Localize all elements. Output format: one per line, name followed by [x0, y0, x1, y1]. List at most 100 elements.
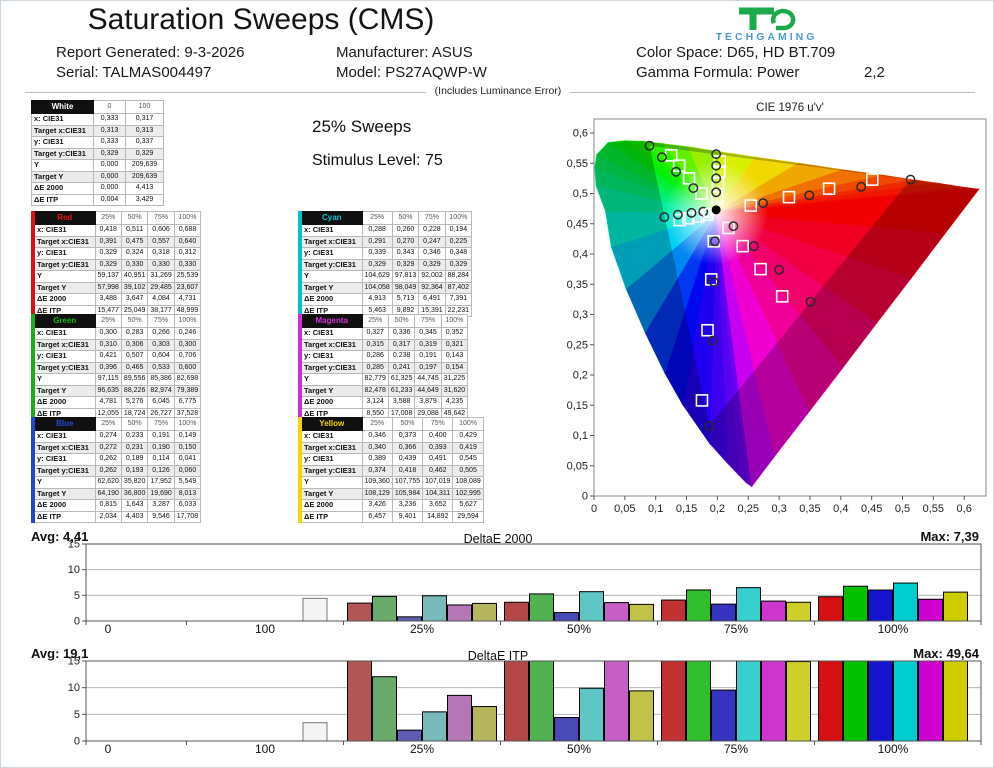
measured-point — [709, 236, 720, 247]
cie-y-tick: 0,1 — [573, 430, 588, 442]
bar-y-tick: 10 — [68, 682, 80, 694]
bar-x-label: 100% — [878, 622, 909, 636]
deltae-bar — [711, 689, 736, 742]
measured-point — [659, 212, 670, 223]
manufacturer: Manufacturer: ASUS — [336, 44, 473, 61]
white-table: White 0 100 x: CIE31 0,333 0,317 Target x:CIE3… — [31, 100, 164, 206]
yellow-table: Yellow 25% 50% 75% 100% x: CIE31 0,346 0,373 0,4… — [298, 417, 484, 523]
deitp-chart: 0 5 10 15 0 100 25% 50% 75% 100% — [68, 656, 982, 756]
luminance-note: (Includes Luminance Error) — [1, 85, 993, 97]
cie-y-tick: 0,55 — [567, 158, 588, 170]
measured-point — [708, 276, 719, 287]
bar-x-label: 50% — [567, 622, 591, 636]
table-row: Target x:CIE31 0,272 0,231 0,190 0,150 — [32, 441, 202, 454]
measured-point — [758, 198, 769, 209]
table-row: y: CIE31 0,286 0,238 0,191 0,143 — [299, 350, 469, 363]
green-table: Green 25% 50% 75% 100% x: CIE31 0,300 0,283 0,26… — [31, 314, 202, 420]
column-header: 50% — [120, 211, 149, 225]
deltae-bar — [447, 694, 472, 742]
measured-point — [688, 183, 699, 194]
target-point — [672, 159, 686, 172]
deltae-bar — [843, 585, 868, 622]
deltae-bar — [504, 660, 529, 742]
table-row: Target x:CIE31 0,313 0,313 — [31, 124, 164, 137]
table-row: y: CIE31 0,333 0,337 — [31, 136, 164, 149]
bar-y-tick: 0 — [74, 616, 80, 628]
cie-y-tick: 0,2 — [573, 370, 588, 382]
cie-1976-chart: CIE 1976 u'v' 0 0,05 0,1 0,15 0,2 0,25 0,3 0,35 0… — [567, 102, 987, 515]
bar-x-label: 75% — [724, 742, 748, 756]
table-row: y: CIE31 0,339 0,343 0,346 0,348 — [299, 247, 473, 260]
deltae-bar — [472, 602, 497, 622]
measured-point — [656, 152, 667, 163]
table-row: Y 109,360 107,755 107,019 108,089 — [299, 476, 484, 489]
column-header: 100% — [444, 211, 473, 225]
column-header: 50% — [391, 417, 424, 431]
deltae-bar — [943, 591, 968, 622]
table-row: y: CIE31 0,421 0,507 0,604 0,706 — [32, 350, 202, 363]
bar-x-label: 25% — [410, 622, 434, 636]
table-row: Y 104,629 97,813 92,002 88,284 — [299, 270, 473, 283]
column-header: 25% — [94, 314, 122, 328]
sweeps-heading: 25% Sweeps — [312, 117, 412, 136]
table-row: ΔE 2000 0,000 4,413 — [31, 182, 164, 195]
deltae-bar — [397, 616, 422, 622]
column-header: 75% — [147, 211, 175, 225]
measured-point — [711, 149, 722, 160]
deltae-bar — [529, 660, 554, 742]
bar-x-label: 0 — [105, 622, 112, 636]
table-row: Target y:CIE31 0,329 0,329 — [31, 147, 164, 160]
target-point — [682, 212, 695, 225]
measured-point — [804, 190, 815, 201]
table-row: ΔE 2000 3,426 3,236 3,652 5,627 — [299, 499, 484, 512]
table-row: Y 0,000 209,639 — [31, 159, 164, 172]
measured-point — [728, 221, 739, 232]
bar-y-tick: 15 — [68, 656, 80, 668]
bar-x-label: 50% — [567, 742, 591, 756]
de2000-title: DeltaE 2000 — [463, 532, 533, 546]
bar-plot-border — [85, 660, 982, 742]
column-header: 75% — [414, 314, 442, 328]
brand-name: TECHGAMING — [715, 31, 818, 43]
table-row: Target x:CIE31 0,310 0,306 0,303 0,300 — [32, 338, 202, 351]
table-row: ΔE 2000 0,815 1,643 3,287 6,033 — [32, 499, 202, 512]
deltae-bar — [579, 591, 604, 622]
measured-point — [711, 160, 722, 171]
target-point — [695, 394, 709, 407]
measured-point — [672, 209, 683, 220]
cie-x-tick: 0,05 — [614, 503, 635, 515]
cie-y-tick: 0,4 — [573, 249, 588, 261]
white-target-point — [702, 207, 713, 218]
deltae-bar — [686, 660, 711, 742]
column-header: 100% — [452, 417, 484, 431]
deltae-bar — [504, 601, 529, 622]
cyan-table-title: Cyan — [299, 211, 363, 225]
measured-point — [707, 335, 718, 346]
bar-y-tick: 5 — [74, 590, 80, 602]
target-point — [822, 182, 836, 195]
target-point — [775, 290, 789, 303]
table-row: Target y:CIE31 0,262 0,193 0,126 0,060 — [32, 464, 202, 477]
report-generated: Report Generated: 9-3-2026 — [56, 44, 245, 61]
cie-x-tick: 0,3 — [771, 503, 786, 515]
column-header: 75% — [147, 314, 175, 328]
measured-point — [805, 296, 816, 307]
measured-point — [671, 166, 682, 177]
measured-point — [856, 181, 867, 192]
cie-y-tick: 0,35 — [567, 279, 588, 291]
cie-x-tick: 0,35 — [799, 503, 820, 515]
bar-y-tick: 15 — [68, 539, 80, 551]
table-row: Y 62,620 35,820 17,952 5,549 — [32, 476, 202, 489]
table-row: Target x:CIE31 0,315 0,317 0,319 0,321 — [299, 338, 469, 351]
cie-x-tick: 0,2 — [710, 503, 725, 515]
gamma-value: 2,2 — [864, 64, 885, 81]
deltae-bar — [868, 589, 893, 622]
cyan-table: Cyan 25% 50% 75% 100% x: CIE31 0,288 0,260 0,228… — [298, 211, 473, 317]
serial: Serial: TALMAS004497 — [56, 64, 212, 81]
cie-y-tick: 0,15 — [567, 400, 588, 412]
table-row: Target y:CIE31 0,374 0,418 0,462 0,505 — [299, 464, 484, 477]
gamma-formula: Gamma Formula: Power — [636, 64, 800, 81]
measured-point — [711, 173, 722, 184]
target-point — [682, 172, 696, 185]
